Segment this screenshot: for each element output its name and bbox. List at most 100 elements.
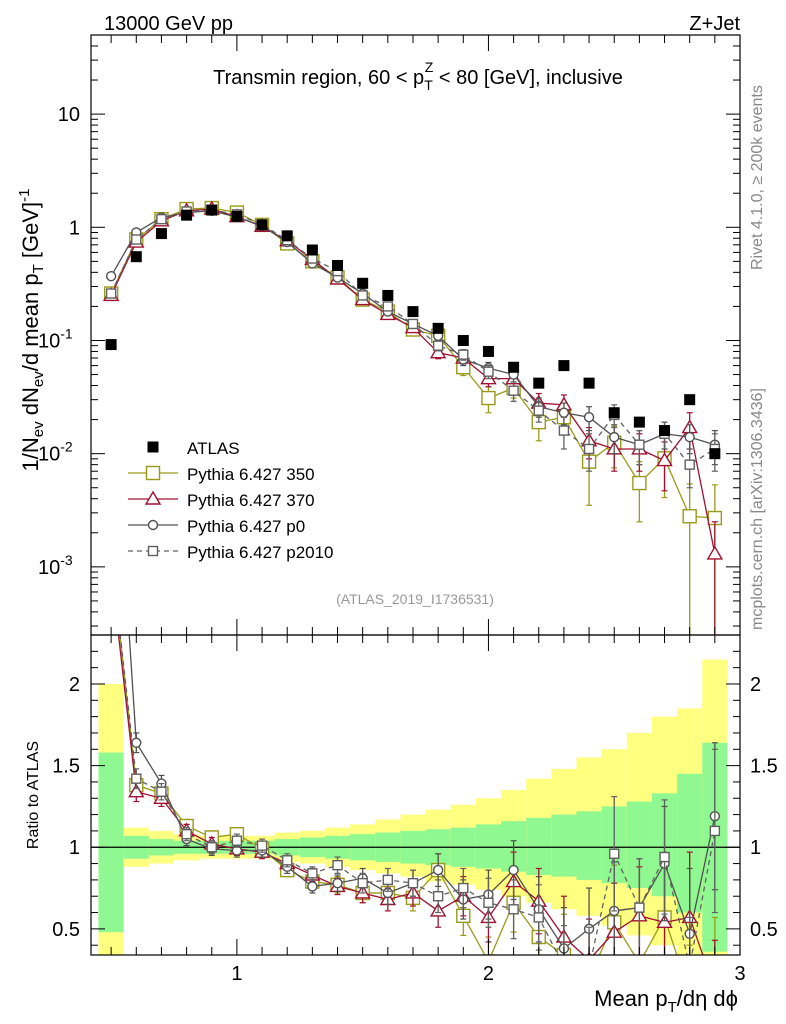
band-green — [475, 824, 502, 869]
atlas-point — [181, 209, 193, 221]
legend-label: Pythia 6.427 p2010 — [187, 543, 334, 562]
y-tick-label: 10-3 — [38, 552, 73, 579]
data-point — [684, 431, 695, 443]
atlas-point — [432, 322, 444, 334]
atlas-point — [482, 345, 494, 357]
data-point — [357, 290, 368, 301]
data-point — [483, 366, 494, 377]
ratio-point — [307, 868, 318, 879]
ratio-series-pythia-6.427-p2010 — [119, 635, 721, 973]
y-tick-label: 10 — [58, 104, 80, 126]
ratio-point — [181, 828, 192, 840]
legend: ATLAS Pythia 6.427 350 Pythia 6.427 370 Pyt… — [128, 439, 334, 562]
data-point — [609, 431, 620, 443]
ratio-point — [131, 773, 142, 784]
y-tick-label: 10-2 — [38, 439, 73, 466]
ratio-point — [533, 912, 544, 923]
atlas-point — [332, 259, 344, 271]
main-panel: 10 1 10-1 10-2 10-3 Transmin region, 60 < pT… — [16, 34, 741, 636]
ratio-point — [458, 882, 469, 894]
ratio-tick-label-right: 0.5 — [750, 919, 778, 941]
ratio-point — [128, 783, 145, 798]
series-line — [110, 209, 716, 466]
data-point — [429, 344, 447, 359]
data-point — [583, 443, 595, 455]
atlas-point — [382, 289, 394, 301]
data-point — [558, 407, 570, 418]
atlas-point — [558, 360, 570, 372]
atlas-point — [608, 407, 620, 419]
data-point — [481, 390, 496, 406]
legend-label: Pythia 6.427 370 — [187, 491, 315, 510]
ratio-point — [407, 877, 419, 889]
legend-marker — [144, 490, 162, 505]
band-green — [526, 817, 552, 875]
ratio-point — [432, 864, 444, 876]
data-point — [656, 452, 673, 467]
atlas-point — [105, 339, 117, 351]
atlas-point — [306, 244, 318, 256]
atlas-point — [633, 416, 645, 428]
ratio-point — [585, 964, 594, 973]
x-axis-label: Mean pT/dη dϕ — [594, 986, 738, 1016]
ratio-point — [332, 860, 343, 871]
header-right: Z+Jet — [689, 13, 740, 35]
ratio-point — [206, 842, 217, 853]
ratio-point — [609, 848, 620, 859]
ratio-point — [559, 962, 568, 971]
ratio-point — [708, 960, 721, 973]
x-tick-label: 2 — [483, 963, 494, 985]
ratio-point — [483, 897, 494, 908]
data-point — [458, 349, 469, 360]
data-point — [632, 475, 647, 491]
atlas-point — [155, 228, 167, 240]
atlas-point — [357, 277, 369, 289]
data-point — [533, 405, 544, 416]
data-point — [156, 213, 167, 225]
ratio-tick-label: 2 — [69, 674, 80, 696]
ratio-tick-label-right: 1.5 — [750, 756, 778, 778]
ratio-point — [508, 904, 519, 915]
y-axis-label: 1/Nev dNev/d mean pT [GeV]-1 — [16, 189, 47, 472]
band-green — [551, 814, 577, 877]
ratio-panel: 1 2 3 2 2 1.5 1.5 1 1 0.5 0.5 Ratio to ATLAS — [25, 563, 778, 985]
ratio-tick-label: 1 — [69, 837, 80, 859]
atlas-point — [206, 204, 218, 216]
ratio-point — [104, 563, 118, 575]
ratio-point — [307, 881, 318, 892]
ratio-tick-label-right: 2 — [750, 674, 761, 696]
ratio-point — [382, 874, 394, 886]
ratio-tick-label: 1.5 — [52, 756, 80, 778]
mcplots-label: mcplots.cern.ch [arXiv:1306.3436] — [749, 388, 766, 630]
atlas-point — [130, 251, 142, 263]
ratio-point — [709, 825, 721, 837]
ratio-y-label: Ratio to ATLAS — [25, 741, 42, 849]
legend-label: ATLAS — [187, 439, 240, 458]
legend-marker-atlas — [147, 441, 159, 453]
y-tick-label: 10-1 — [38, 325, 73, 352]
ratio-point — [633, 957, 646, 970]
ratio-point — [282, 855, 293, 866]
atlas-point — [508, 361, 520, 373]
chart-title: Transmin region, 60 < pTZ < 80 [GeV], in… — [213, 59, 623, 93]
data-point — [382, 301, 394, 312]
ratio-point — [685, 962, 694, 971]
atlas-point — [457, 334, 469, 346]
atlas-point — [709, 448, 721, 460]
atlas-point — [533, 377, 545, 389]
legend-label: Pythia 6.427 p0 — [187, 517, 305, 536]
band-green — [576, 811, 602, 880]
ratio-tick-label: 0.5 — [52, 919, 80, 941]
ratio-point — [432, 891, 444, 902]
ratio-tick-label-right: 1 — [750, 837, 761, 859]
ratio-point — [231, 835, 243, 846]
data-point — [105, 288, 117, 299]
data-point — [105, 270, 117, 282]
ratio-point — [634, 902, 645, 913]
data-point — [432, 340, 444, 351]
data-point — [558, 425, 570, 436]
ratio-frame — [90, 634, 741, 956]
data-point — [131, 234, 142, 245]
data-point — [407, 318, 419, 330]
data-point — [508, 385, 519, 396]
